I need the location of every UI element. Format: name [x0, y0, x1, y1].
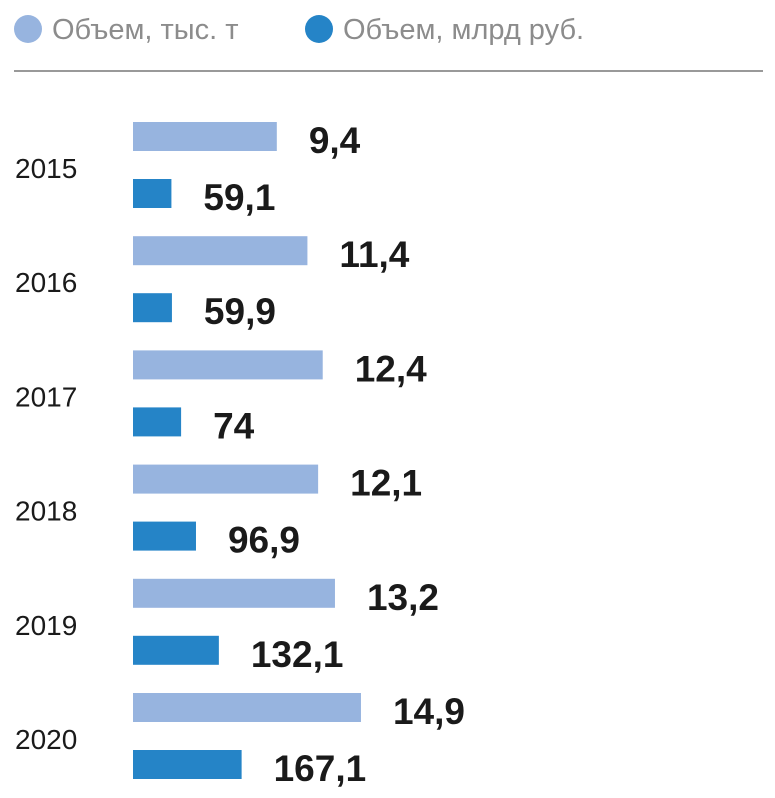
bar: [133, 179, 172, 208]
bar: [133, 578, 335, 608]
bar: [133, 750, 242, 779]
bar: [133, 350, 323, 380]
legend-label: Объем, млрд руб.: [343, 14, 584, 46]
data-label: 14,9: [393, 691, 465, 732]
data-label: 74: [213, 405, 255, 446]
category-label: 2020: [15, 724, 77, 755]
data-label: 9,4: [309, 120, 361, 161]
legend-swatch-icon: [305, 15, 333, 43]
data-label: 167,1: [274, 748, 367, 789]
legend: Объем, тыс. т Объем, млрд руб.: [14, 14, 584, 46]
data-label: 13,2: [367, 577, 439, 618]
data-label: 12,1: [350, 463, 422, 504]
bar: [133, 293, 172, 323]
bar: [133, 693, 361, 722]
category-label: 2018: [15, 496, 77, 527]
data-label: 96,9: [228, 520, 300, 561]
data-label: 59,1: [203, 177, 275, 218]
bar: [133, 236, 308, 266]
bar: [133, 635, 219, 665]
bar: [133, 521, 196, 551]
bar: [133, 407, 182, 437]
category-label: 2015: [15, 153, 77, 184]
bar: [133, 122, 277, 151]
legend-swatch-icon: [14, 15, 42, 43]
category-label: 2019: [15, 610, 77, 641]
data-label: 59,9: [204, 291, 276, 332]
data-label: 12,4: [355, 348, 427, 389]
bars-group: 2015 9,4 59,1 2016 11,4 59,9 2017 12,4 74 2018 12,…: [15, 120, 465, 789]
legend-label: Объем, тыс. т: [52, 14, 239, 46]
bar: [133, 464, 319, 494]
data-label: 132,1: [251, 634, 344, 675]
data-label: 11,4: [339, 234, 409, 275]
category-label: 2017: [15, 381, 77, 412]
category-label: 2016: [15, 267, 77, 298]
